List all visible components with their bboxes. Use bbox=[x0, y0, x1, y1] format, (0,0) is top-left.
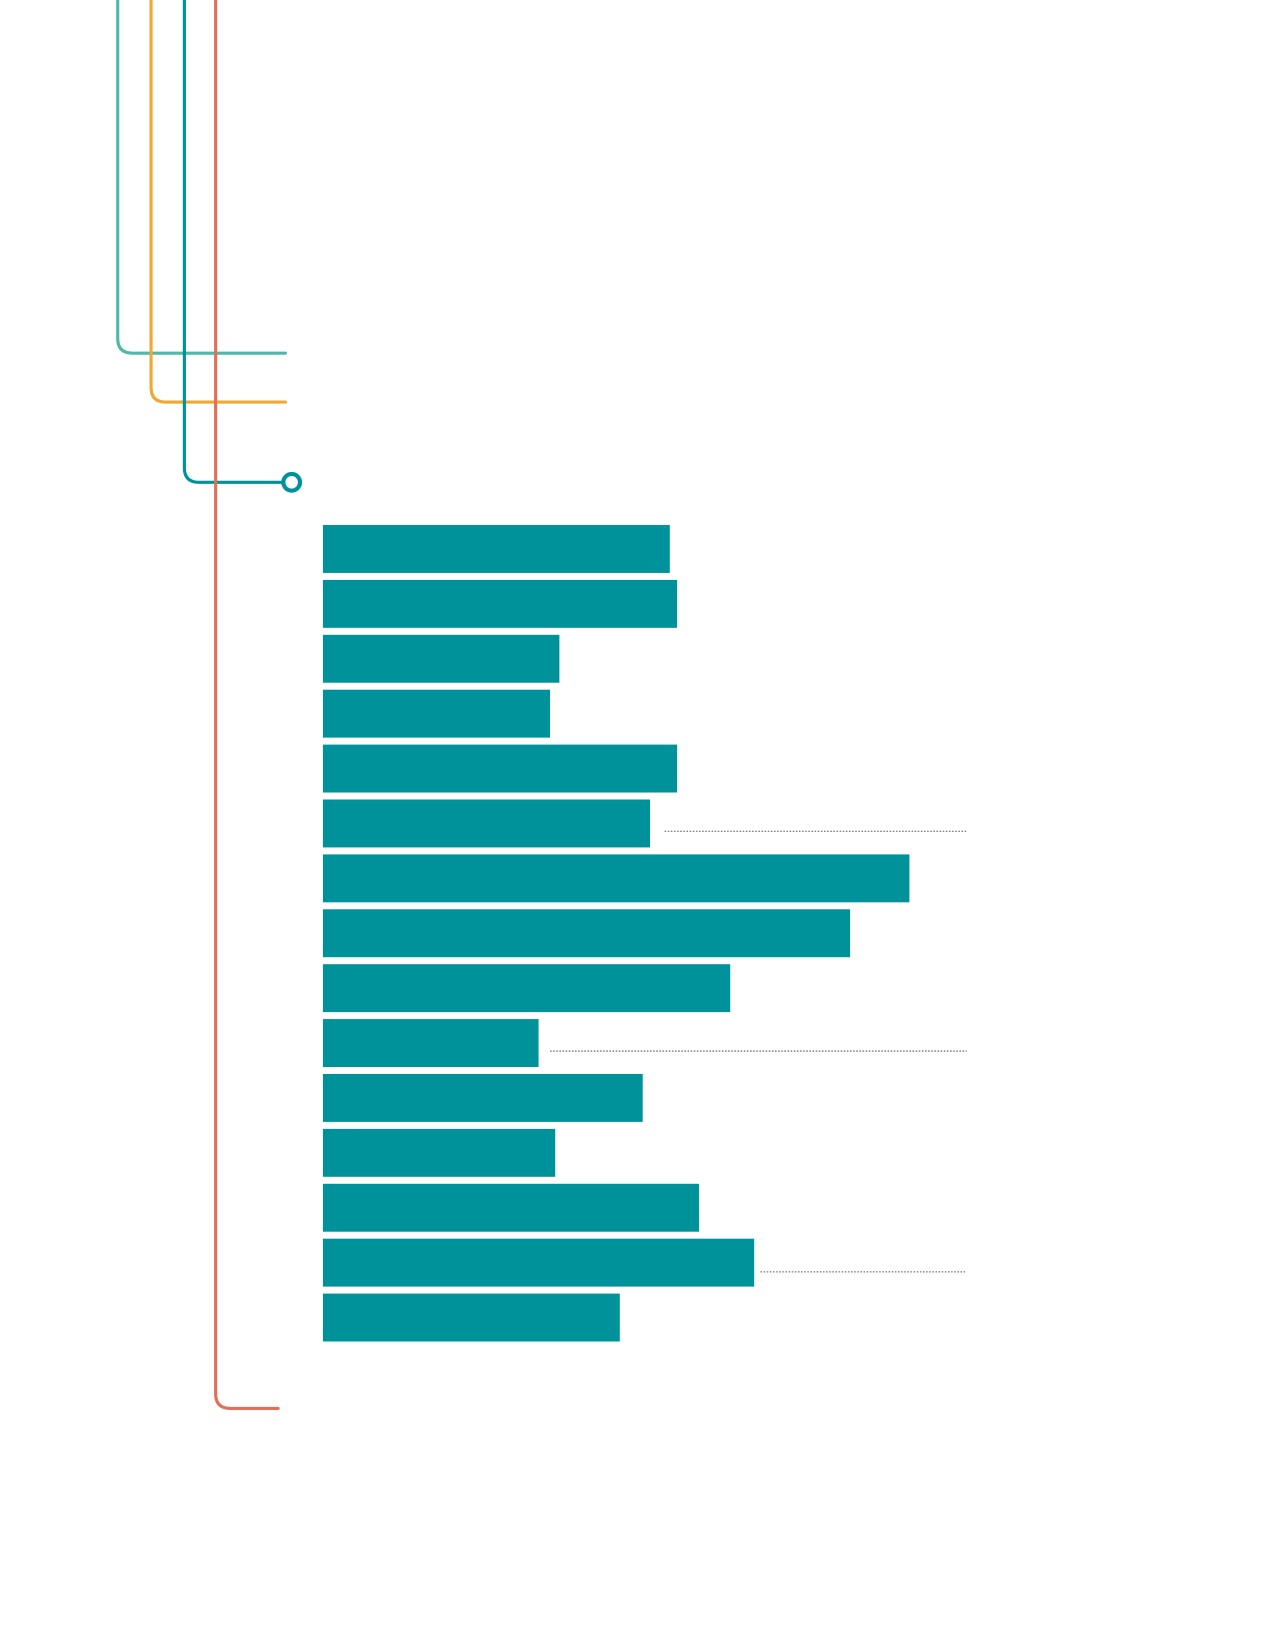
leader-lines bbox=[550, 830, 967, 1273]
bar bbox=[322, 1183, 699, 1232]
bar bbox=[322, 854, 910, 903]
decor-line bbox=[214, 0, 280, 1410]
decor-line bbox=[116, 0, 287, 355]
bar bbox=[322, 1293, 620, 1342]
bar bbox=[322, 1019, 539, 1068]
bar bbox=[322, 579, 678, 628]
bar bbox=[322, 744, 678, 793]
bar bbox=[322, 909, 851, 958]
decor-node bbox=[281, 471, 303, 493]
bar bbox=[322, 1073, 643, 1122]
bar bbox=[322, 525, 670, 573]
decor-line bbox=[182, 0, 285, 484]
decor-line bbox=[149, 0, 287, 404]
bar bbox=[322, 634, 560, 683]
bar bbox=[322, 799, 651, 848]
decor-lines bbox=[116, 0, 303, 1410]
bar bbox=[322, 964, 731, 1013]
stage bbox=[116, 0, 967, 1410]
bar bbox=[322, 689, 551, 738]
bar bbox=[322, 1128, 556, 1177]
bar bbox=[322, 1238, 755, 1287]
